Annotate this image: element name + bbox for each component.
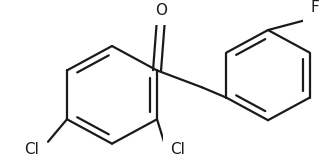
Text: Cl: Cl bbox=[171, 142, 185, 157]
Text: O: O bbox=[155, 3, 167, 18]
Text: F: F bbox=[311, 0, 319, 15]
Text: Cl: Cl bbox=[25, 142, 39, 157]
